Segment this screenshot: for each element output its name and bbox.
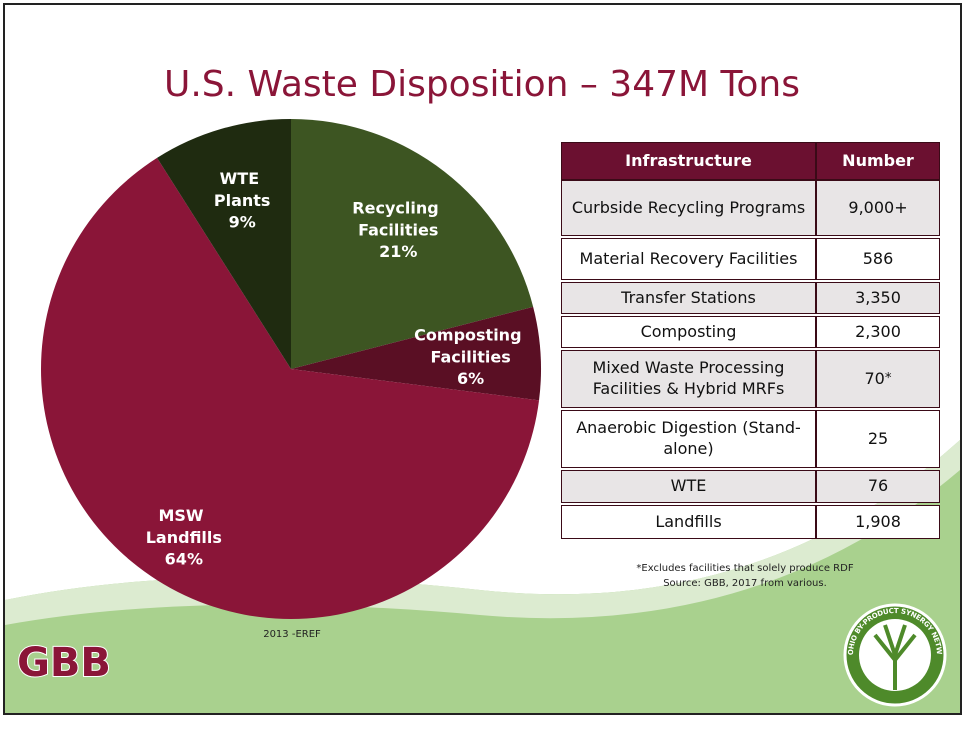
source-label: 2013 -EREF bbox=[263, 629, 321, 640]
category-line: Recycling bbox=[352, 198, 444, 217]
number-text: 70 bbox=[864, 368, 885, 388]
table-number: 2,300 bbox=[816, 316, 940, 348]
footnote: Source: GBB, 2017 from various. bbox=[663, 578, 827, 589]
table-number: 9,000+ bbox=[816, 180, 940, 236]
table-cell: Mixed Waste Processing Facilities & Hybr… bbox=[561, 350, 816, 408]
table-number: 1,908 bbox=[816, 505, 940, 539]
pie-slice bbox=[157, 119, 291, 369]
footnote-mark: * bbox=[884, 371, 892, 387]
slice-category: Recycling Facilities bbox=[352, 198, 444, 239]
slice-label: 9% bbox=[229, 212, 256, 231]
slice-category: MSW Landfills bbox=[146, 505, 222, 546]
table-number: 25 bbox=[816, 410, 940, 468]
number-text: 2,300 bbox=[855, 321, 901, 341]
table-cell: Anaerobic Digestion (Stand-alone) bbox=[561, 410, 816, 468]
slice-label: 64% bbox=[165, 549, 203, 568]
table-cell: Transfer Stations bbox=[561, 282, 816, 314]
slice-label: 21% bbox=[379, 242, 417, 261]
category-line: MSW bbox=[158, 505, 209, 524]
category-line: Composting bbox=[414, 325, 527, 344]
footnote: *Excludes facilities that solely produce… bbox=[636, 563, 853, 574]
table-number: 76 bbox=[816, 470, 940, 503]
table-header: Number bbox=[816, 142, 940, 180]
table-cell: WTE bbox=[561, 470, 816, 503]
slice-category: WTE Plants bbox=[214, 168, 271, 209]
table-number: 586 bbox=[816, 238, 940, 280]
pie-slice bbox=[41, 157, 540, 619]
table-number: 3,350 bbox=[816, 282, 940, 314]
chart-title: U.S. Waste Disposition – 347M Tons bbox=[164, 64, 800, 105]
slice-category: Composting Facilities bbox=[414, 325, 527, 366]
logo-tree bbox=[873, 624, 917, 690]
number-text: 76 bbox=[867, 476, 889, 496]
table-cell: Material Recovery Facilities bbox=[561, 238, 816, 280]
pie-slice bbox=[291, 119, 534, 369]
category-line: WTE bbox=[220, 168, 265, 187]
number-text: 9,000+ bbox=[848, 197, 908, 217]
pie-slice bbox=[291, 306, 541, 401]
gbb-logo: GBB bbox=[17, 640, 111, 686]
pie: Recycling Facilities 21% Composting Facili… bbox=[41, 119, 541, 619]
green-wave bbox=[5, 440, 960, 713]
table-cell: Curbside Recycling Programs bbox=[561, 180, 816, 236]
number-text: 3,350 bbox=[855, 287, 901, 307]
number-text: 25 bbox=[867, 428, 889, 448]
table-cell: Composting bbox=[561, 316, 816, 348]
number-text: 1,908 bbox=[855, 511, 901, 531]
category-line: Landfills bbox=[146, 527, 222, 546]
table-header: Infrastructure bbox=[561, 142, 816, 180]
category-line: Facilities bbox=[431, 347, 511, 366]
table-cell: Landfills bbox=[561, 505, 816, 539]
number-text: 586 bbox=[862, 248, 894, 268]
category-line: Plants bbox=[214, 190, 271, 209]
category-line: Facilities bbox=[358, 220, 438, 239]
table-number: 70 * bbox=[816, 350, 940, 408]
slice-label: 6% bbox=[457, 369, 484, 388]
